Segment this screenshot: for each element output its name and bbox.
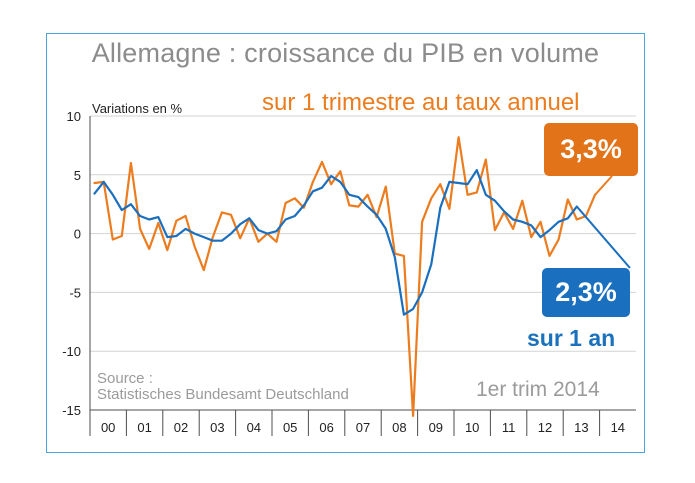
x-tick-label: 04 (247, 420, 261, 435)
callout-pointer-annual (576, 205, 631, 269)
axes (89, 116, 636, 436)
x-tick-label: 07 (356, 420, 370, 435)
x-tick-label: 10 (465, 420, 479, 435)
x-tick-label: 03 (210, 420, 224, 435)
chart-title: Allemagne : croissance du PIB en volume (91, 38, 600, 68)
x-tick-label: 05 (283, 420, 297, 435)
y-tick-label: 10 (67, 109, 81, 124)
y-tick-label: 0 (74, 227, 81, 242)
legend-annual: sur 1 an (527, 325, 616, 351)
series-lines (93, 136, 597, 417)
callout-pointer-quarterly (594, 175, 613, 196)
x-tick-label: 13 (574, 420, 588, 435)
y-tick-label: -10 (62, 344, 81, 359)
y-axis-label: Variations en % (92, 101, 183, 116)
y-tick-label: -5 (69, 285, 81, 300)
x-tick-label: 01 (137, 420, 151, 435)
callout-pointers (576, 175, 631, 269)
x-tick-label: 00 (101, 420, 115, 435)
x-tick-labels: 00 01 02 03 04 05 06 07 08 09 10 11 12 13 14 (101, 420, 625, 435)
callout-annual-value: 2,3% (542, 268, 630, 317)
source-note: Source : Statistisches Bundesamt Deutsch… (97, 371, 349, 403)
chart-frame (46, 33, 645, 453)
y-tick-label: -15 (62, 403, 81, 418)
x-tick-label: 14 (611, 420, 625, 435)
x-tick-label: 12 (538, 420, 552, 435)
y-tick-label: 5 (74, 168, 81, 183)
source-label: Source : (97, 370, 153, 387)
y-tick-labels: 10 5 0 -5 -10 -15 (62, 109, 81, 418)
series-line-annual (93, 169, 578, 316)
legend-quarterly: sur 1 trimestre au taux annuel (262, 89, 580, 116)
x-tick-label: 11 (502, 420, 516, 435)
x-tick-label: 08 (392, 420, 406, 435)
x-tick-label: 09 (429, 420, 443, 435)
callout-quarterly-value: 3,3% (544, 123, 638, 176)
x-tick-label: 06 (319, 420, 333, 435)
period-label: 1er trim 2014 (476, 378, 600, 401)
x-tick-label: 02 (174, 420, 188, 435)
source-name: Statistisches Bundesamt Deutschland (97, 386, 349, 403)
